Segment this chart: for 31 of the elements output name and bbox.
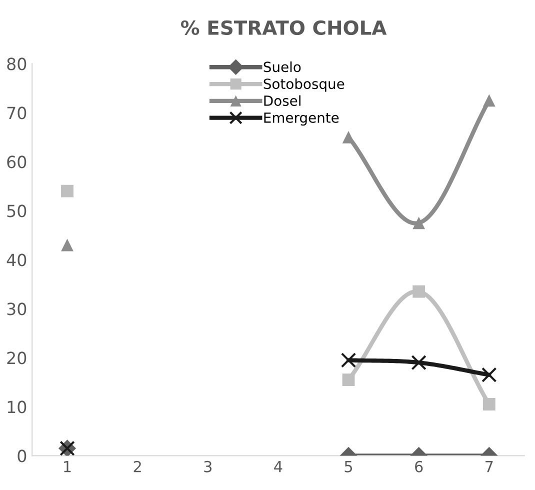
y-tick-label: 20 [7,352,26,364]
y-tick-label: 40 [6,254,26,266]
y-tick-label: 0 [18,450,26,462]
point [61,184,74,198]
x-tick-label: 1 [64,461,71,472]
point [412,216,426,230]
x-tick-label: 2 [134,460,141,472]
x-tick-label: 3 [204,460,212,472]
point [482,94,496,107]
point [342,374,355,386]
x-tick-label: 7 [486,461,493,472]
x-tick-label: 5 [344,461,352,472]
point [411,354,426,370]
legend-label: Sotobosque [264,78,344,92]
y-tick-label: 60 [7,156,26,168]
y-tick-label: 80 [7,58,26,70]
point [340,352,356,368]
point [482,367,497,382]
y-tick-label: 30 [7,302,26,316]
point [482,398,496,410]
legend-label: Dosel [264,95,300,106]
legend-label: Suelo [264,61,301,72]
x-tick-label: 6 [415,460,423,472]
point [61,238,74,252]
x-tick-label: 4 [274,461,282,472]
y-tick-label: 50 [7,204,26,218]
chart-title: % ESTRATO CHOLA [180,20,387,36]
legend-label: Emergente [264,112,339,126]
y-tick-label: 70 [7,106,26,120]
y-tick-label: 10 [8,400,26,414]
point [412,285,426,298]
